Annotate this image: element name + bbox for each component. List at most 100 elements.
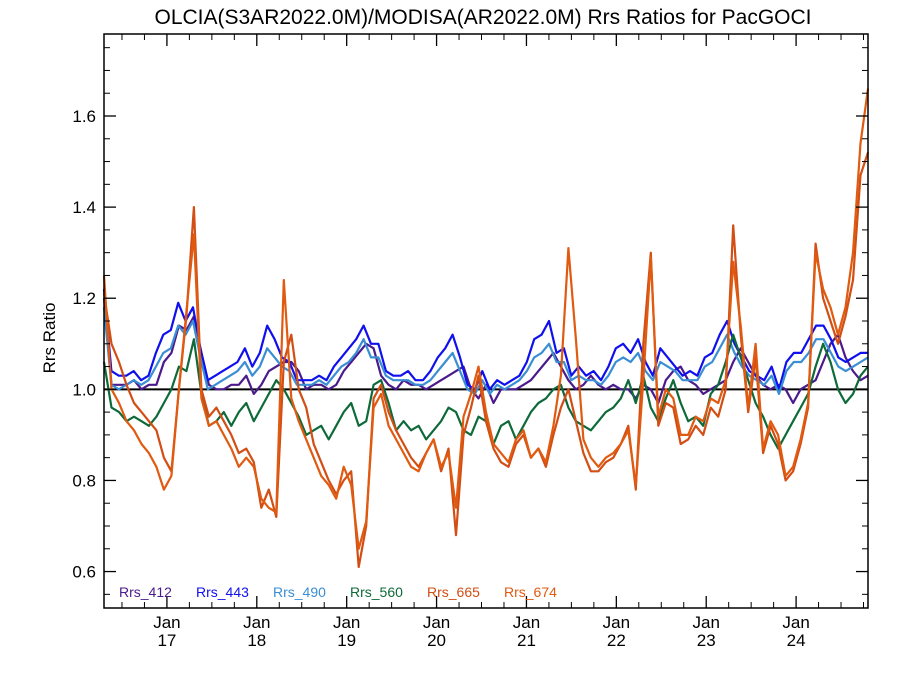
data-point-rrs_412-47: [455, 370, 457, 372]
data-point-rrs_674-87: [755, 343, 757, 345]
data-point-rrs_443-27: [303, 379, 305, 381]
data-point-rrs_490-45: [437, 370, 439, 372]
data-point-rrs_412-26: [298, 370, 300, 372]
data-point-rrs_412-22: [268, 370, 270, 372]
data-point-rrs_665-97: [829, 320, 832, 322]
data-point-rrs_665-1: [110, 343, 113, 345]
data-point-rrs_490-99: [837, 365, 839, 368]
data-point-rrs_443-72: [637, 338, 639, 340]
data-point-rrs_443-36: [370, 343, 372, 345]
data-point-rrs_490-54: [503, 388, 506, 390]
data-point-rrs_490-101: [852, 365, 854, 368]
data-point-rrs_412-91: [785, 388, 787, 390]
data-point-rrs_560-43: [425, 438, 427, 441]
data-point-rrs_443-100: [845, 361, 847, 363]
data-point-rrs_560-73: [650, 406, 652, 409]
x-tick-label-month: Jan: [243, 613, 270, 632]
data-point-rrs_674-71: [635, 484, 637, 486]
data-point-rrs_490-61: [555, 361, 558, 363]
data-point-rrs_560-96: [822, 343, 824, 345]
data-point-rrs_443-95: [808, 338, 810, 340]
x-tick-label-month: Jan: [153, 613, 180, 632]
legend-entry-rrs_560: Rrs_560: [350, 584, 403, 600]
data-point-rrs_665-60: [552, 434, 555, 436]
data-point-rrs_674-69: [620, 443, 622, 445]
data-point-rrs_490-71: [630, 361, 632, 363]
data-point-rrs_674-23: [275, 511, 277, 513]
data-point-rrs_665-68: [612, 457, 614, 459]
data-point-rrs_674-77: [680, 434, 682, 436]
data-point-rrs_665-62: [567, 388, 569, 390]
data-point-rrs_665-25: [290, 334, 292, 336]
data-point-rrs_560-82: [717, 384, 719, 386]
x-tick-label-month: Jan: [333, 613, 360, 632]
data-point-rrs_665-70: [627, 425, 629, 427]
data-point-rrs_443-67: [600, 379, 602, 381]
data-point-rrs_443-58: [533, 338, 535, 340]
data-point-rrs_560-18: [238, 411, 240, 413]
plot-frame: [103, 33, 869, 609]
data-point-rrs_490-31: [333, 375, 335, 377]
data-point-rrs_560-100: [852, 393, 854, 395]
data-point-rrs_490-70: [622, 356, 624, 359]
data-point-rrs_674-40: [403, 452, 405, 454]
data-point-rrs_412-95: [814, 379, 817, 381]
data-point-rrs_490-91: [778, 393, 780, 395]
data-point-rrs_412-59: [545, 361, 547, 363]
data-point-rrs_443-8: [162, 334, 164, 336]
data-point-rrs_490-37: [377, 356, 380, 359]
data-point-rrs_412-67: [605, 388, 607, 390]
data-point-rrs_674-89: [770, 420, 772, 422]
legend-entry-rrs_443: Rrs_443: [196, 584, 249, 600]
data-point-rrs_443-20: [251, 365, 253, 368]
data-point-rrs_443-80: [696, 375, 698, 377]
data-point-rrs_412-9: [170, 352, 173, 354]
data-point-rrs_490-34: [355, 352, 357, 354]
data-point-rrs_490-27: [303, 384, 305, 386]
data-point-rrs_665-59: [545, 466, 547, 468]
data-point-rrs_674-17: [230, 447, 232, 450]
data-point-rrs_560-87: [755, 402, 757, 404]
data-point-rrs_443-85: [733, 343, 736, 345]
data-point-rrs_665-99: [844, 315, 847, 318]
data-point-rrs_560-35: [365, 420, 367, 422]
data-point-rrs_443-97: [822, 324, 825, 327]
data-point-rrs_443-21: [259, 352, 261, 354]
data-point-rrs_674-49: [470, 393, 472, 395]
data-point-rrs_665-61: [560, 406, 562, 409]
data-point-rrs_412-32: [343, 370, 345, 372]
data-point-rrs_412-7: [155, 384, 158, 386]
data-point-rrs_674-10: [178, 388, 180, 390]
data-point-rrs_490-56: [518, 379, 520, 381]
data-point-rrs_665-90: [777, 443, 779, 445]
data-point-rrs_674-73: [650, 256, 652, 258]
data-point-rrs_674-4: [133, 429, 135, 431]
data-point-rrs_674-27: [305, 438, 307, 441]
data-point-rrs_443-101: [852, 356, 854, 359]
data-point-rrs_674-38: [388, 425, 390, 427]
data-point-rrs_665-27: [305, 406, 307, 409]
data-point-rrs_560-75: [665, 397, 667, 400]
data-point-rrs_412-93: [799, 388, 802, 390]
data-point-rrs_443-41: [407, 370, 409, 372]
x-tick-label-year: 24: [787, 631, 806, 650]
data-point-rrs_560-5: [140, 420, 143, 422]
data-point-rrs_490-32: [340, 365, 342, 368]
data-point-rrs_674-85: [740, 324, 742, 327]
data-point-rrs_443-76: [667, 356, 669, 359]
data-point-rrs_490-6: [147, 379, 150, 381]
data-point-rrs_443-53: [496, 379, 498, 381]
data-point-rrs_443-10: [177, 302, 179, 304]
data-point-rrs_412-97: [829, 343, 832, 345]
data-point-rrs_674-31: [335, 498, 337, 500]
data-point-rrs_443-92: [785, 361, 788, 363]
data-point-rrs_665-77: [680, 443, 682, 445]
data-point-rrs_665-23: [275, 516, 277, 518]
data-point-rrs_490-97: [822, 338, 825, 340]
data-point-rrs_490-90: [770, 375, 773, 377]
data-point-rrs_490-85: [733, 352, 736, 354]
x-tick-label-year: 19: [337, 631, 356, 650]
data-point-rrs_443-56: [518, 375, 520, 377]
data-point-rrs_443-46: [444, 347, 446, 349]
data-point-rrs_560-32: [343, 411, 345, 413]
